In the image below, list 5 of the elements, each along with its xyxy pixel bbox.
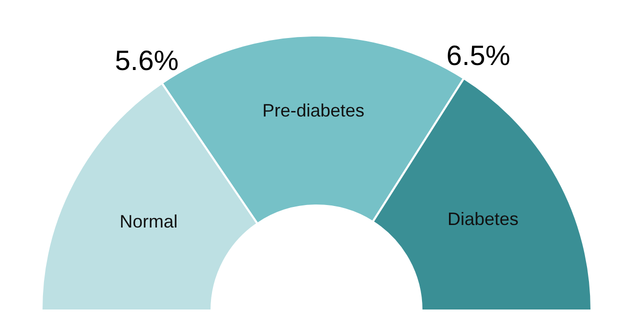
slice-label: Normal [120,212,178,232]
text: 6.5% [446,40,510,72]
text: 5.6% [114,45,179,76]
slice-label: Pre-diabetes [262,100,364,121]
slice-label: Diabetes [447,208,519,229]
